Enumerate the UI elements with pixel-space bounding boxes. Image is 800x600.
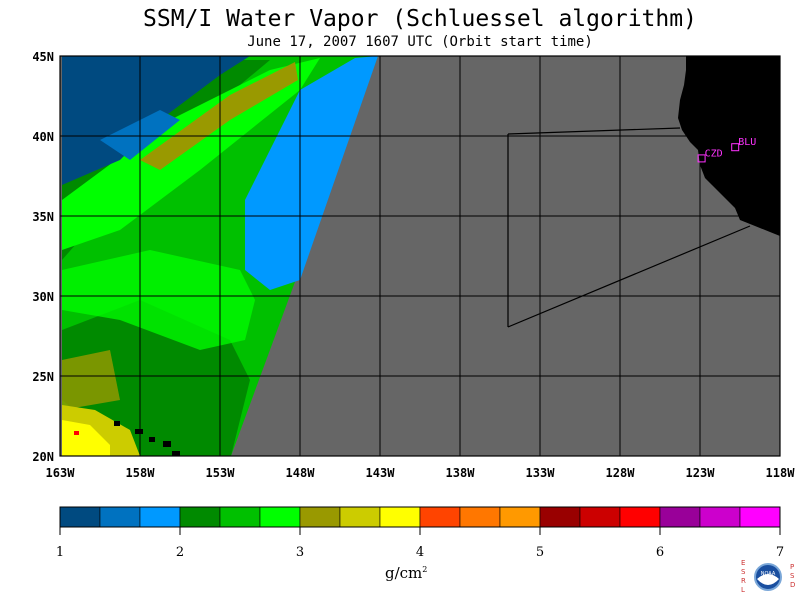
- latitude-tick-label: 35N: [32, 210, 54, 224]
- logo-letter: R: [741, 577, 746, 585]
- colorbar-cell: [379, 506, 421, 528]
- latitude-tick-label: 20N: [32, 450, 54, 464]
- colorbar-cell: [739, 506, 781, 528]
- vapor-red-pixel: [74, 431, 79, 435]
- latitude-tick-label: 40N: [32, 130, 54, 144]
- colorbar-cell: [419, 506, 461, 528]
- colorbar-cell: [99, 506, 141, 528]
- flight-track: [507, 127, 751, 328]
- vapor-bright-green-south: [62, 250, 255, 350]
- longitude-tick-label: 153W: [206, 466, 236, 480]
- map-subtitle: June 17, 2007 1607 UTC (Orbit start time…: [247, 34, 593, 50]
- logo-right-letters: PSD: [790, 563, 795, 589]
- longitude-tick-label: 133W: [526, 466, 556, 480]
- station-label: CZD: [705, 148, 723, 159]
- longitude-tick-label: 118W: [766, 466, 796, 480]
- colorbar-cell: [139, 506, 181, 528]
- colorbar-cell: [259, 506, 301, 528]
- logo-letter: D: [790, 581, 795, 589]
- longitude-tick-label: 138W: [446, 466, 476, 480]
- vapor-bright-green-band: [62, 58, 320, 250]
- longitude-tick-label: 128W: [606, 466, 636, 480]
- colorbar-units: g/cm2: [385, 564, 427, 582]
- island: [135, 429, 143, 434]
- colorbar-tick-label: 3: [296, 545, 304, 560]
- colorbar-ticks: 1 2 3 4 5 6 7: [56, 527, 784, 560]
- longitude-tick-label: 143W: [366, 466, 396, 480]
- colorbar-tick-label: 2: [176, 545, 184, 560]
- water-vapor-swath: [62, 56, 378, 456]
- colorbar-tick-label: 5: [536, 545, 544, 560]
- logo-letter: S: [741, 568, 746, 576]
- island: [172, 451, 180, 456]
- station-markers: CZD BLU: [697, 137, 756, 163]
- latitude-tick-label: 25N: [32, 370, 54, 384]
- logo-noaa-text: NOAA: [761, 571, 776, 577]
- colorbar-cell: [459, 506, 501, 528]
- longitude-tick-label: 148W: [286, 466, 316, 480]
- colorbar-cell: [339, 506, 381, 528]
- colorbar-cell: [299, 506, 341, 528]
- island: [163, 441, 171, 447]
- map-frame: [59, 55, 781, 457]
- longitude-tick-label: 163W: [46, 466, 76, 480]
- latitude-tick-label: 45N: [32, 50, 54, 64]
- colorbar-cell: [699, 506, 741, 528]
- longitude-tick-label: 158W: [126, 466, 156, 480]
- latitude-labels: 45N 40N 35N 30N 25N 20N: [32, 50, 54, 464]
- colorbar-cells: [59, 506, 781, 528]
- units-label: g/cm: [385, 564, 423, 582]
- station-marker: [731, 143, 740, 152]
- vapor-highest-southwest: [62, 420, 110, 456]
- colorbar-cell: [219, 506, 261, 528]
- vapor-olive-band: [140, 62, 298, 170]
- colorbar-cell: [179, 506, 221, 528]
- vapor-1-2-east: [245, 56, 378, 290]
- colorbar-cell: [499, 506, 541, 528]
- logo-letter: S: [790, 572, 795, 580]
- colorbar-tick-label: 1: [56, 545, 64, 560]
- logo-letter: E: [741, 559, 745, 567]
- map-title: SSM/I Water Vapor (Schluessel algorithm): [143, 6, 697, 32]
- colorbar-tick-label: 4: [416, 545, 424, 560]
- logo-letter: L: [741, 586, 745, 594]
- colorbar-cell: [619, 506, 661, 528]
- colorbar-tick-label: 6: [656, 545, 664, 560]
- station-label: BLU: [738, 137, 756, 148]
- colorbar-cell: [579, 506, 621, 528]
- colorbar-tick-label: 7: [776, 545, 784, 560]
- colorbar-cell: [539, 506, 581, 528]
- longitude-labels: 163W 158W 153W 148W 143W 138W 133W 128W 123W 118W: [46, 466, 796, 480]
- logo-letter: P: [790, 563, 794, 571]
- land-california: [678, 56, 780, 236]
- island: [149, 437, 155, 442]
- longitude-tick-label: 123W: [686, 466, 716, 480]
- units-exponent: 2: [422, 565, 428, 574]
- vapor-olive-south: [62, 350, 120, 410]
- colorbar-cell: [659, 506, 701, 528]
- station-marker: [697, 154, 706, 163]
- island: [114, 421, 120, 426]
- colorbar-cell: [59, 506, 101, 528]
- latitude-tick-label: 30N: [32, 290, 54, 304]
